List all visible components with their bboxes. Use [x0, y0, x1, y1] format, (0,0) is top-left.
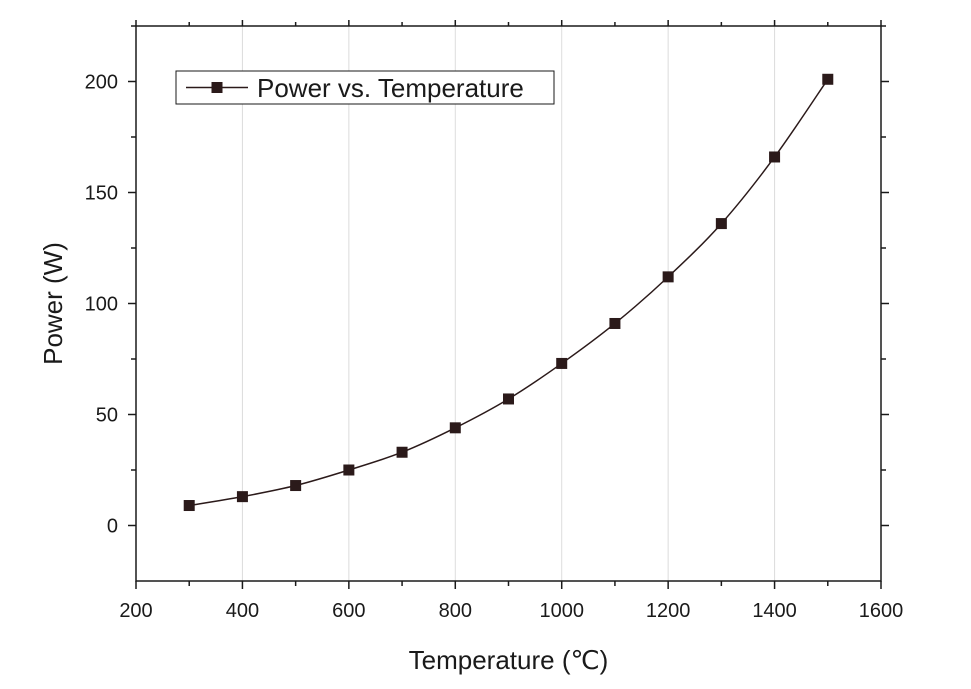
legend-entry: Power vs. Temperature: [257, 73, 524, 103]
series: [183, 73, 834, 512]
y-tick-label: 50: [96, 405, 118, 427]
x-axis-title: Temperature (℃): [409, 645, 609, 675]
data-point-marker: [609, 317, 621, 329]
data-point-marker: [715, 218, 727, 230]
grid: [241, 26, 776, 581]
data-point-marker: [183, 500, 195, 512]
y-axis-title: Power (W): [38, 242, 68, 365]
y-tick-label: 200: [85, 72, 118, 94]
legend-marker-swatch: [211, 82, 223, 93]
data-point-marker: [290, 480, 302, 492]
series-line: [189, 78, 829, 507]
data-point-marker: [769, 151, 781, 163]
x-tick-label: 800: [439, 600, 472, 622]
y-tick-label: 0: [107, 516, 118, 538]
x-tick-label: 1400: [752, 600, 797, 622]
data-point-marker: [343, 464, 355, 476]
x-tick-label: 1000: [539, 600, 584, 622]
data-point-marker: [822, 73, 834, 85]
x-tick-label: 1600: [859, 600, 904, 622]
tick-labels: 200 400 600 800 1000 1200 1400 1600 0 50 100 150 200: [85, 72, 904, 623]
data-point-marker: [556, 357, 568, 369]
data-point-marker: [236, 491, 248, 503]
x-tick-label: 400: [226, 600, 259, 622]
data-point-marker: [662, 271, 674, 283]
x-tick-label: 1200: [646, 600, 691, 622]
data-point-marker: [449, 422, 461, 434]
y-tick-label: 100: [85, 294, 118, 316]
y-tick-label: 150: [85, 183, 118, 205]
axis-ticks: [128, 20, 889, 589]
x-tick-label: 600: [332, 600, 365, 622]
data-point-marker: [503, 393, 514, 405]
x-tick-label: 200: [119, 600, 152, 622]
data-point-marker: [396, 446, 408, 458]
legend: Power vs. Temperature: [175, 70, 555, 105]
